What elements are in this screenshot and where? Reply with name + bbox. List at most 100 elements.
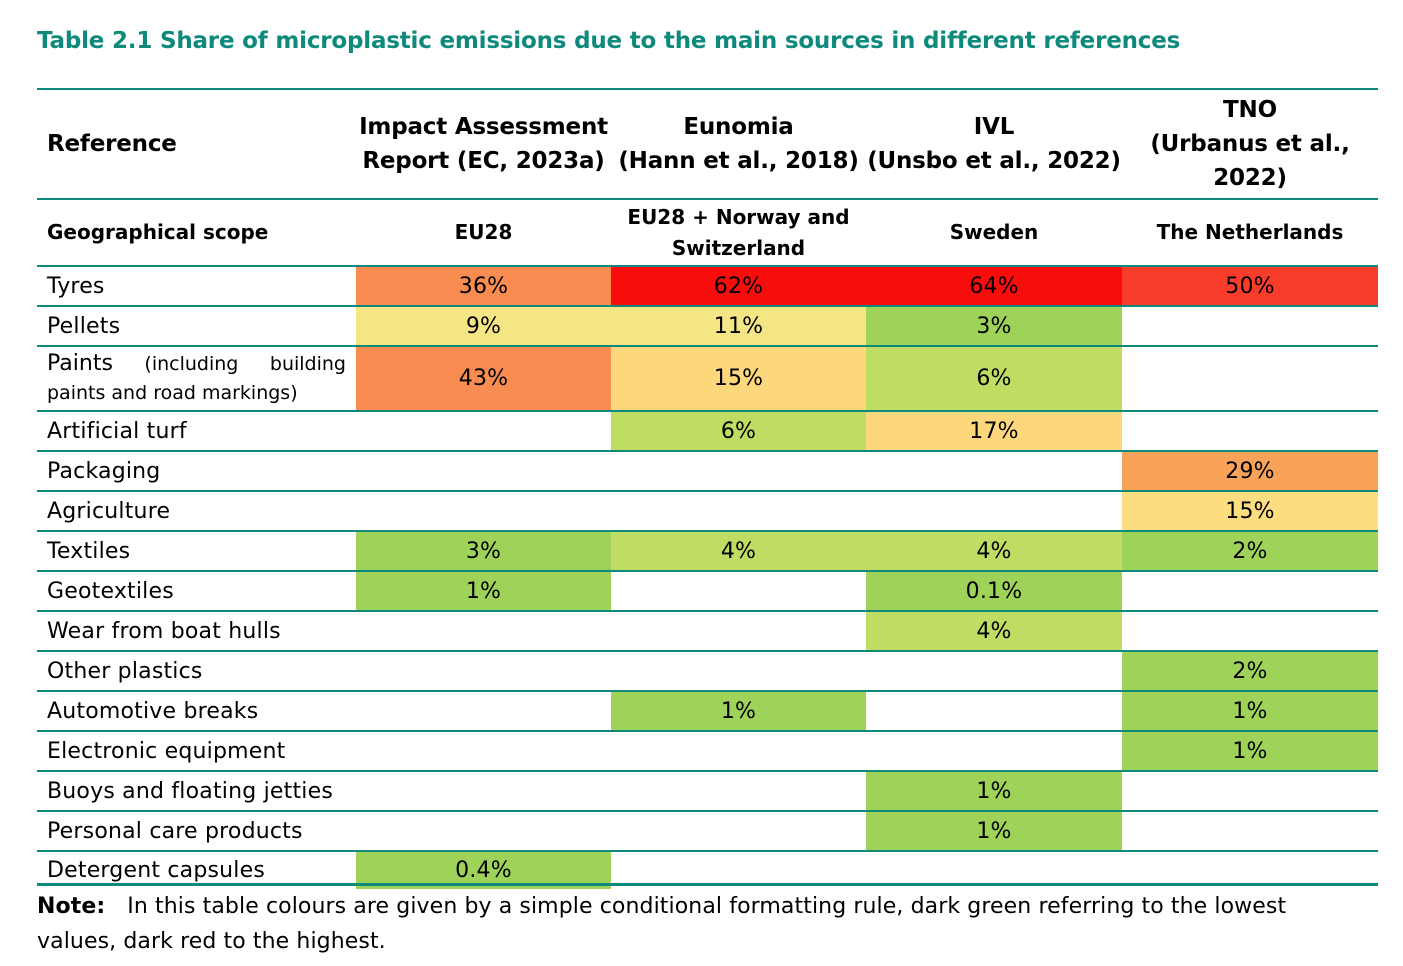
- value-cell: [1122, 307, 1378, 345]
- table-row: Tyres 36% 62% 64% 50%: [37, 265, 1378, 305]
- value-cell: 15%: [611, 347, 866, 410]
- value-cell: [1122, 412, 1378, 450]
- value-cell: 4%: [611, 532, 866, 570]
- column-header: TNO (Urbanus et al., 2022): [1122, 90, 1378, 198]
- row-label: Pellets: [47, 313, 121, 339]
- table-bottom-rule: [37, 883, 1378, 886]
- row-label: Paints (including building paints and road …: [37, 347, 356, 410]
- value-cell: [356, 812, 611, 850]
- row-label-word: (including: [144, 353, 239, 375]
- table-row: Electronic equipment 1%: [37, 730, 1378, 770]
- table-row: Pellets 9% 11% 3%: [37, 305, 1378, 345]
- value-cell: [1122, 772, 1378, 810]
- text-line: Switzerland: [671, 235, 806, 260]
- text-line: Eunomia: [683, 114, 794, 140]
- table-row: Artificial turf 6% 17%: [37, 410, 1378, 450]
- row-label: Personal care products: [47, 818, 303, 844]
- table-row: Automotive breaks 1% 1%: [37, 690, 1378, 730]
- row-label: Agriculture: [47, 498, 171, 524]
- text-line: The Netherlands: [1156, 220, 1344, 244]
- value-cell: 1%: [866, 812, 1122, 850]
- row-label: Packaging: [47, 458, 161, 484]
- value-cell: 36%: [356, 267, 611, 305]
- text-line: (Urbanus et al.,: [1150, 131, 1350, 157]
- text-line: EU28: [454, 220, 513, 244]
- value-cell: 2%: [1122, 532, 1378, 570]
- table-row: Geotextiles 1% 0.1%: [37, 570, 1378, 610]
- table-row: Wear from boat hulls 4%: [37, 610, 1378, 650]
- text-line: Impact Assessment: [359, 114, 608, 140]
- row-label: Buoys and floating jetties: [47, 778, 334, 804]
- value-cell: 0.4%: [356, 852, 611, 889]
- value-cell: 1%: [1122, 732, 1378, 770]
- column-header: IVL (Unsbo et al., 2022): [866, 90, 1122, 198]
- text-line: (Hann et al., 2018): [618, 148, 859, 174]
- value-cell: 2%: [1122, 652, 1378, 690]
- table-note: Note: In this table colours are given by …: [37, 889, 1297, 959]
- value-cell: [866, 652, 1122, 690]
- note-text: In this table colours are given by a sim…: [37, 894, 1287, 954]
- row-label: Geotextiles: [47, 578, 174, 604]
- value-cell: [611, 452, 866, 490]
- table-title: Table 2.1 Share of microplastic emission…: [37, 28, 1181, 54]
- geographical-scope-value: The Netherlands: [1122, 200, 1378, 265]
- value-cell: [356, 772, 611, 810]
- value-cell: 17%: [866, 412, 1122, 450]
- value-cell: [866, 452, 1122, 490]
- value-cell: [1122, 812, 1378, 850]
- text-line: TNO: [1223, 97, 1277, 123]
- value-cell: 1%: [866, 772, 1122, 810]
- value-cell: [356, 652, 611, 690]
- table-row: Paints (including building paints and road …: [37, 345, 1378, 410]
- table-row: Agriculture 15%: [37, 490, 1378, 530]
- geographical-scope-value: EU28: [356, 200, 611, 265]
- row-label: Tyres: [47, 273, 105, 299]
- geographical-scope-row: Geographical scope EU28 EU28 + Norway and S…: [37, 198, 1378, 265]
- value-cell: [356, 452, 611, 490]
- table-row: Detergent capsules 0.4%: [37, 850, 1378, 889]
- value-cell: 43%: [356, 347, 611, 410]
- row-label: Textiles: [47, 538, 131, 564]
- value-cell: [356, 412, 611, 450]
- text-line: Sweden: [949, 220, 1039, 244]
- geographical-scope-value: Sweden: [866, 200, 1122, 265]
- value-cell: [611, 492, 866, 530]
- text-line: EU28 + Norway and: [627, 204, 850, 229]
- row-label: Automotive breaks: [47, 698, 259, 724]
- value-cell: [356, 612, 611, 650]
- value-cell: 3%: [356, 532, 611, 570]
- row-label: Detergent capsules: [47, 858, 266, 883]
- text-line: Report (EC, 2023a): [362, 148, 605, 174]
- row-label-main: Paints: [47, 351, 113, 376]
- value-cell: [866, 732, 1122, 770]
- value-cell: [611, 612, 866, 650]
- value-cell: 62%: [611, 267, 866, 305]
- value-cell: [356, 492, 611, 530]
- value-cell: [611, 812, 866, 850]
- value-cell: [611, 572, 866, 610]
- text-line: IVL: [973, 114, 1015, 140]
- value-cell: 1%: [1122, 692, 1378, 730]
- column-header: Eunomia (Hann et al., 2018): [611, 90, 866, 198]
- value-cell: [356, 692, 611, 730]
- value-cell: 1%: [611, 692, 866, 730]
- value-cell: [866, 492, 1122, 530]
- value-cell: [611, 732, 866, 770]
- value-cell: [866, 692, 1122, 730]
- value-cell: [1122, 572, 1378, 610]
- value-cell: 64%: [866, 267, 1122, 305]
- value-cell: 4%: [866, 532, 1122, 570]
- row-label: Wear from boat hulls: [47, 618, 281, 644]
- row-label: Artificial turf: [47, 418, 187, 444]
- value-cell: 3%: [866, 307, 1122, 345]
- table-row: Personal care products 1%: [37, 810, 1378, 850]
- value-cell: 9%: [356, 307, 611, 345]
- reference-header: Reference: [47, 131, 177, 157]
- value-cell: 1%: [356, 572, 611, 610]
- row-label-word: building: [269, 353, 346, 375]
- geographical-scope-value: EU28 + Norway and Switzerland: [611, 200, 866, 265]
- table-row: Textiles 3% 4% 4% 2%: [37, 530, 1378, 570]
- row-label-line: paints and road markings): [47, 382, 298, 404]
- table-row: Buoys and floating jetties 1%: [37, 770, 1378, 810]
- text-line: 2022): [1213, 165, 1287, 191]
